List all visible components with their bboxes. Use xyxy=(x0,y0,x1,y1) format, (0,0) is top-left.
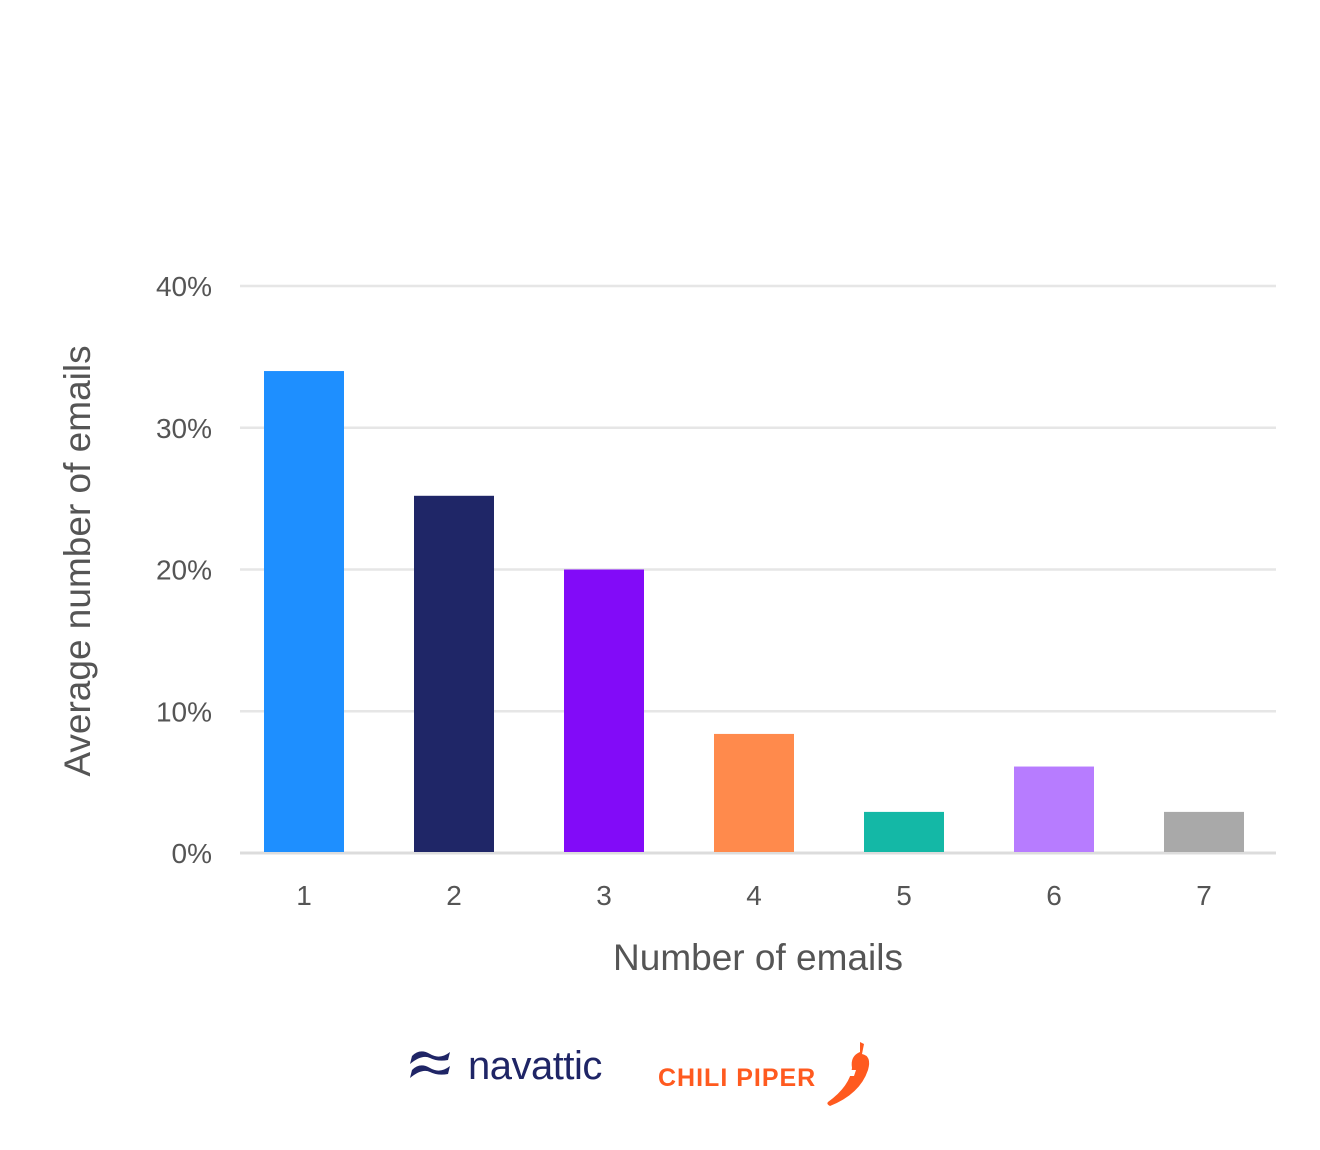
navattic-wave-icon xyxy=(408,1044,454,1089)
x-tick-label: 6 xyxy=(1046,880,1062,911)
navattic-logo: navattic xyxy=(408,1044,602,1089)
navattic-wordmark: navattic xyxy=(468,1044,602,1088)
bar-2 xyxy=(414,495,494,852)
bars xyxy=(264,371,1244,852)
logo-bar: navattic CHILI PIPER xyxy=(0,1030,1320,1120)
x-axis-title: Number of emails xyxy=(613,937,903,978)
x-tick-label: 2 xyxy=(446,880,462,911)
bar-3 xyxy=(564,569,644,852)
bar-7 xyxy=(1164,811,1244,852)
y-tick-label: 30% xyxy=(156,413,212,444)
bar-4 xyxy=(714,733,794,852)
y-tick-label: 10% xyxy=(156,696,212,727)
y-axis-ticks: 0% 10% 20% 30% 40% xyxy=(156,271,212,869)
x-tick-label: 5 xyxy=(896,880,912,911)
x-tick-label: 7 xyxy=(1196,880,1212,911)
x-tick-label: 4 xyxy=(746,880,762,911)
y-tick-label: 20% xyxy=(156,555,212,586)
chili-pepper-icon xyxy=(820,1040,880,1117)
bar-1 xyxy=(264,371,344,852)
chili-piper-logo: CHILI PIPER xyxy=(658,1040,880,1117)
grid-lines xyxy=(240,284,1276,855)
y-tick-label: 0% xyxy=(172,838,212,869)
x-tick-label: 1 xyxy=(296,880,312,911)
chili-piper-wordmark: CHILI PIPER xyxy=(658,1064,817,1092)
x-axis-ticks: 1 2 3 4 5 6 7 xyxy=(296,880,1212,911)
bar-chart: 0% 10% 20% 30% 40% 1 2 3 4 5 6 7 Average number of… xyxy=(57,271,1276,978)
bar-6 xyxy=(1014,766,1094,852)
x-tick-label: 3 xyxy=(596,880,612,911)
y-axis-title: Average number of emails xyxy=(57,345,98,776)
y-tick-label: 40% xyxy=(156,271,212,302)
bar-5 xyxy=(864,811,944,852)
